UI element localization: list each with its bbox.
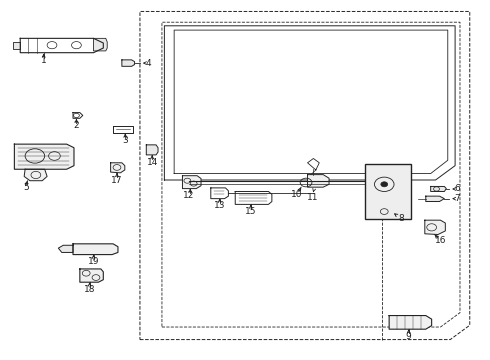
Text: 8: 8 — [398, 213, 404, 222]
Text: 13: 13 — [214, 201, 225, 210]
Polygon shape — [308, 175, 329, 187]
Text: 4: 4 — [146, 59, 151, 68]
Polygon shape — [14, 144, 74, 169]
Polygon shape — [425, 220, 445, 234]
Polygon shape — [73, 244, 118, 255]
Text: 1: 1 — [41, 56, 47, 65]
Circle shape — [381, 182, 388, 187]
Polygon shape — [426, 196, 444, 202]
Polygon shape — [431, 186, 446, 192]
Polygon shape — [94, 39, 107, 51]
Polygon shape — [113, 126, 133, 134]
Text: 6: 6 — [455, 184, 461, 193]
Text: 10: 10 — [291, 190, 302, 199]
Text: 3: 3 — [122, 136, 128, 145]
Text: 19: 19 — [88, 257, 99, 266]
Polygon shape — [58, 245, 73, 252]
Polygon shape — [80, 269, 103, 282]
Polygon shape — [182, 176, 201, 189]
Polygon shape — [24, 169, 47, 181]
Text: 17: 17 — [111, 176, 122, 185]
Text: 12: 12 — [183, 191, 195, 200]
Polygon shape — [111, 163, 125, 173]
Text: 16: 16 — [435, 237, 446, 246]
Polygon shape — [369, 169, 399, 200]
Polygon shape — [389, 316, 432, 329]
Polygon shape — [235, 192, 272, 204]
Text: 14: 14 — [147, 158, 158, 167]
Text: 15: 15 — [245, 207, 257, 216]
Text: 18: 18 — [84, 285, 96, 294]
Polygon shape — [211, 188, 228, 199]
Polygon shape — [13, 42, 20, 49]
Polygon shape — [147, 145, 158, 155]
Polygon shape — [122, 60, 135, 66]
Text: 9: 9 — [406, 332, 412, 341]
Text: 7: 7 — [455, 194, 461, 203]
Text: 11: 11 — [307, 193, 318, 202]
Text: 5: 5 — [23, 183, 29, 192]
Text: 2: 2 — [74, 121, 79, 130]
Bar — [365, 164, 411, 220]
